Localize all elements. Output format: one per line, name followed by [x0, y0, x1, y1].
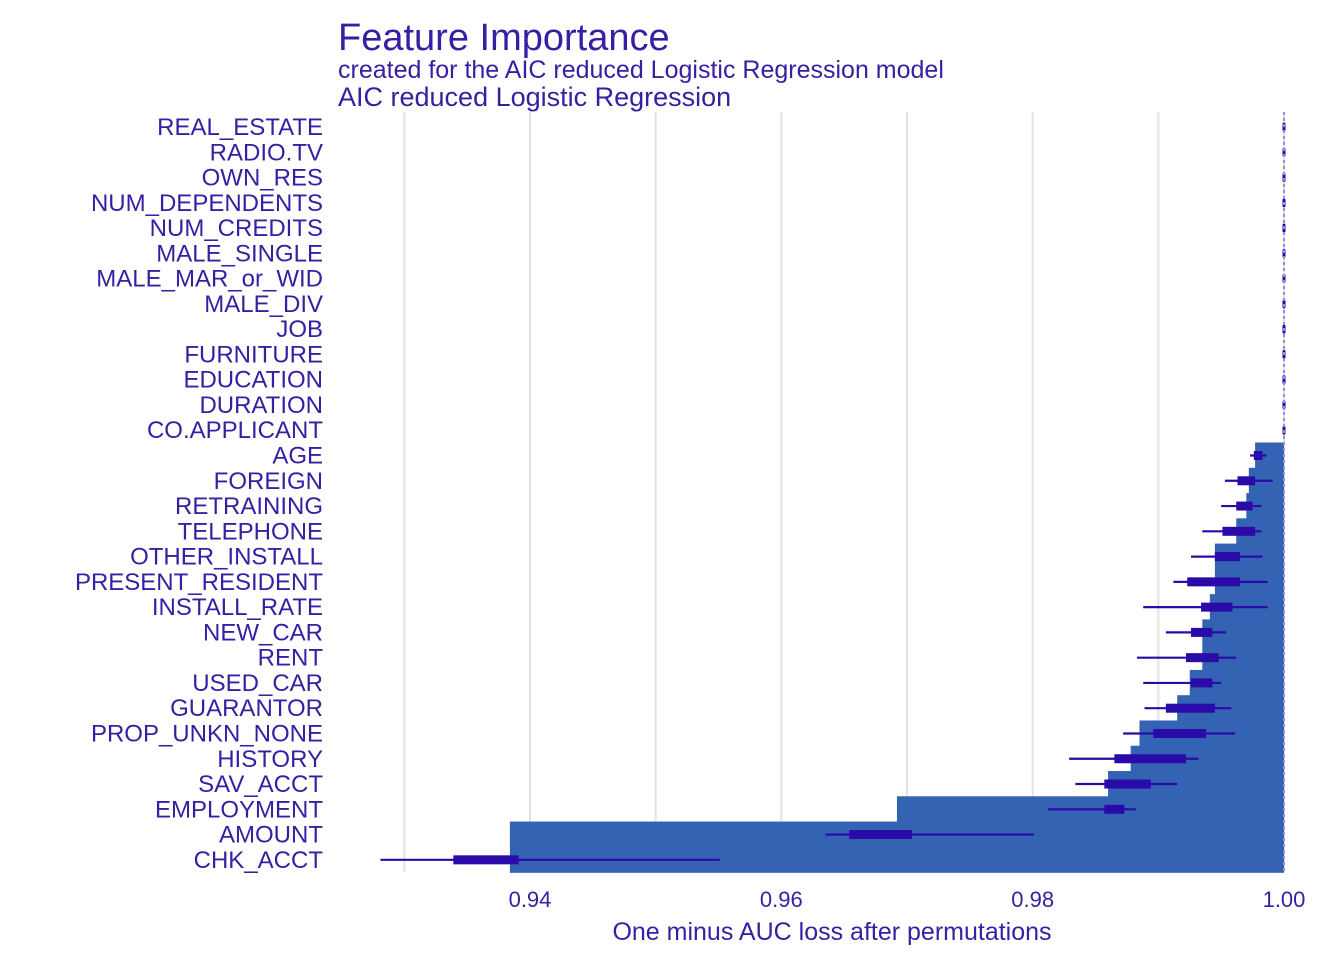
panel-label: AIC reduced Logistic Regression — [338, 82, 731, 112]
gridlines — [403, 112, 1285, 872]
x-tick-label: 0.96 — [760, 887, 803, 912]
feature-label-new-car: NEW_CAR — [203, 619, 323, 646]
box-new-car — [1191, 627, 1213, 637]
feature-label-guarantor: GUARANTOR — [170, 695, 323, 722]
feature-label-used-car: USED_CAR — [192, 670, 323, 697]
feature-label-male-mar-or-wid: MALE_MAR_or_WID — [96, 266, 323, 293]
box-guarantor — [1165, 703, 1215, 713]
feature-label-own-res: OWN_RES — [202, 165, 323, 192]
chart-subtitle: created for the AIC reduced Logistic Reg… — [338, 56, 944, 84]
feature-label-telephone: TELEPHONE — [178, 518, 323, 545]
box-history — [1114, 754, 1186, 764]
box-used-car — [1191, 678, 1213, 688]
feature-label-job: JOB — [276, 316, 323, 343]
feature-label-age: AGE — [272, 443, 323, 470]
feature-label-num-dependents: NUM_DEPENDENTS — [91, 190, 323, 217]
x-tick-label: 0.98 — [1011, 887, 1054, 912]
feature-label-foreign: FOREIGN — [214, 468, 323, 495]
x-tick-label: 1.00 — [1263, 887, 1306, 912]
feature-label-co-applicant: CO.APPLICANT — [147, 417, 323, 444]
feature-label-male-single: MALE_SINGLE — [156, 240, 323, 267]
feature-label-education: EDUCATION — [183, 367, 323, 394]
feature-label-chk-acct: CHK_ACCT — [194, 847, 324, 874]
feature-label-present-resident: PRESENT_RESIDENT — [75, 569, 323, 596]
feature-label-real-estate: REAL_ESTATE — [157, 114, 323, 141]
box-prop-unkn-none — [1153, 728, 1207, 738]
whiskers — [380, 122, 1286, 865]
feature-label-sav-acct: SAV_ACCT — [198, 771, 323, 798]
box-sav-acct — [1104, 779, 1151, 789]
feature-label-male-div: MALE_DIV — [204, 291, 323, 318]
feature-label-install-rate: INSTALL_RATE — [152, 594, 323, 621]
box-age — [1253, 451, 1263, 461]
box-rent — [1185, 653, 1219, 663]
feature-label-num-credits: NUM_CREDITS — [150, 215, 323, 242]
feature-label-employment: EMPLOYMENT — [155, 796, 323, 823]
box-amount — [849, 830, 913, 840]
box-retraining — [1236, 501, 1253, 511]
feature-label-other-install: OTHER_INSTALL — [130, 544, 323, 571]
feature-label-furniture: FURNITURE — [184, 341, 323, 368]
feature-label-retraining: RETRAINING — [175, 493, 323, 520]
feature-label-rent: RENT — [258, 645, 324, 672]
chart-title: Feature Importance — [338, 17, 670, 59]
feature-label-history: HISTORY — [217, 746, 323, 773]
box-present-resident — [1187, 577, 1241, 587]
x-tick-labels: 0.94 0.96 0.98 1.00 — [509, 887, 1306, 912]
feature-label-duration: DURATION — [199, 392, 323, 419]
feature-label-radio-tv: RADIO.TV — [210, 139, 323, 166]
box-install-rate — [1201, 602, 1233, 612]
box-telephone — [1222, 526, 1256, 536]
box-other-install — [1214, 552, 1241, 562]
x-axis-label: One minus AUC loss after permutations — [612, 918, 1051, 946]
box-employment — [1104, 804, 1125, 814]
feature-label-amount: AMOUNT — [219, 822, 323, 849]
feature-label-prop-unkn-none: PROP_UNKN_NONE — [91, 720, 323, 747]
box-chk-acct — [453, 855, 519, 865]
x-tick-label: 0.94 — [509, 887, 552, 912]
box-foreign — [1237, 476, 1256, 486]
feature-labels: REAL_ESTATERADIO.TVOWN_RESNUM_DEPENDENTS… — [75, 114, 323, 874]
